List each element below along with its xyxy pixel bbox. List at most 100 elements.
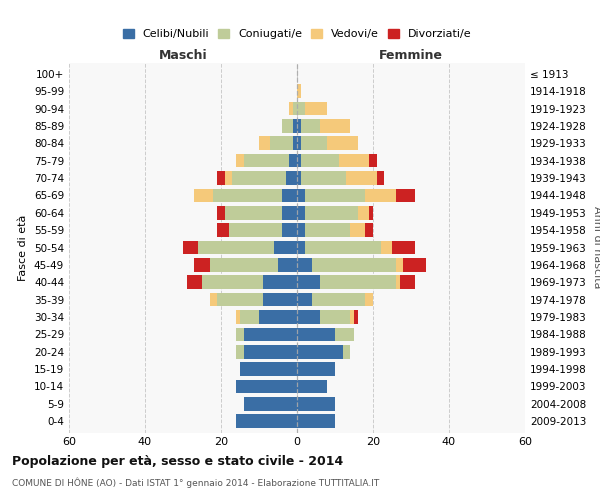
Bar bbox=[297, 362, 335, 376]
Bar bbox=[297, 397, 335, 410]
Bar bbox=[328, 136, 358, 150]
Bar bbox=[297, 240, 305, 254]
Bar bbox=[209, 258, 278, 272]
Bar bbox=[297, 102, 305, 116]
Legend: Celibi/Nubili, Coniugati/e, Vedovi/e, Divorziati/e: Celibi/Nubili, Coniugati/e, Vedovi/e, Di… bbox=[119, 26, 475, 42]
Bar bbox=[236, 310, 240, 324]
Bar bbox=[183, 240, 198, 254]
Bar bbox=[282, 224, 297, 237]
Bar bbox=[297, 328, 335, 341]
Text: Popolazione per età, sesso e stato civile - 2014: Popolazione per età, sesso e stato civil… bbox=[12, 455, 343, 468]
Bar bbox=[301, 154, 339, 168]
Bar bbox=[187, 276, 202, 289]
Bar bbox=[297, 84, 301, 98]
Bar bbox=[271, 136, 293, 150]
Text: Maschi: Maschi bbox=[158, 48, 208, 62]
Bar bbox=[214, 188, 282, 202]
Bar bbox=[377, 171, 385, 185]
Bar bbox=[293, 136, 297, 150]
Bar bbox=[217, 293, 263, 306]
Bar bbox=[350, 310, 354, 324]
Bar bbox=[335, 328, 354, 341]
Bar bbox=[301, 119, 320, 132]
Bar bbox=[343, 345, 350, 358]
Bar bbox=[297, 310, 320, 324]
Bar bbox=[305, 224, 350, 237]
Bar bbox=[297, 206, 305, 220]
Bar bbox=[244, 154, 289, 168]
Bar bbox=[229, 224, 282, 237]
Bar bbox=[282, 119, 293, 132]
Y-axis label: Anni di nascita: Anni di nascita bbox=[592, 206, 600, 289]
Bar bbox=[305, 188, 365, 202]
Bar bbox=[301, 136, 328, 150]
Bar bbox=[380, 240, 392, 254]
Bar bbox=[225, 171, 232, 185]
Bar bbox=[305, 102, 328, 116]
Bar bbox=[217, 206, 225, 220]
Bar bbox=[293, 119, 297, 132]
Bar bbox=[236, 328, 244, 341]
Bar bbox=[194, 188, 214, 202]
Bar bbox=[392, 240, 415, 254]
Bar bbox=[244, 345, 297, 358]
Bar bbox=[274, 240, 297, 254]
Bar bbox=[282, 188, 297, 202]
Bar bbox=[297, 136, 301, 150]
Bar bbox=[358, 206, 369, 220]
Bar bbox=[232, 171, 286, 185]
Bar bbox=[282, 206, 297, 220]
Bar bbox=[297, 154, 301, 168]
Bar bbox=[278, 258, 297, 272]
Bar bbox=[259, 310, 297, 324]
Bar bbox=[305, 240, 380, 254]
Bar bbox=[297, 171, 301, 185]
Bar bbox=[312, 258, 396, 272]
Bar bbox=[194, 258, 209, 272]
Bar bbox=[297, 380, 328, 393]
Bar bbox=[301, 171, 346, 185]
Bar bbox=[365, 224, 373, 237]
Bar bbox=[320, 310, 350, 324]
Bar bbox=[339, 154, 369, 168]
Bar bbox=[369, 154, 377, 168]
Bar bbox=[289, 154, 297, 168]
Bar bbox=[236, 414, 297, 428]
Bar bbox=[354, 310, 358, 324]
Bar bbox=[403, 258, 426, 272]
Bar bbox=[297, 119, 301, 132]
Bar bbox=[320, 276, 396, 289]
Bar bbox=[297, 293, 312, 306]
Bar bbox=[297, 345, 343, 358]
Bar bbox=[289, 102, 293, 116]
Bar bbox=[297, 258, 312, 272]
Bar bbox=[236, 380, 297, 393]
Bar bbox=[217, 224, 229, 237]
Bar bbox=[236, 154, 244, 168]
Bar bbox=[244, 328, 297, 341]
Bar bbox=[297, 224, 305, 237]
Bar bbox=[263, 293, 297, 306]
Bar bbox=[297, 188, 305, 202]
Bar bbox=[365, 188, 396, 202]
Bar bbox=[350, 224, 365, 237]
Bar bbox=[365, 293, 373, 306]
Bar bbox=[286, 171, 297, 185]
Text: COMUNE DI HÔNE (AO) - Dati ISTAT 1° gennaio 2014 - Elaborazione TUTTITALIA.IT: COMUNE DI HÔNE (AO) - Dati ISTAT 1° genn… bbox=[12, 478, 379, 488]
Bar bbox=[312, 293, 365, 306]
Y-axis label: Fasce di età: Fasce di età bbox=[19, 214, 28, 280]
Bar bbox=[297, 276, 320, 289]
Bar bbox=[396, 188, 415, 202]
Bar bbox=[225, 206, 282, 220]
Bar bbox=[320, 119, 350, 132]
Bar bbox=[240, 362, 297, 376]
Bar bbox=[293, 102, 297, 116]
Bar bbox=[209, 293, 217, 306]
Bar bbox=[369, 206, 373, 220]
Bar bbox=[240, 310, 259, 324]
Bar bbox=[217, 171, 225, 185]
Bar bbox=[198, 240, 274, 254]
Bar bbox=[305, 206, 358, 220]
Bar bbox=[263, 276, 297, 289]
Text: Femmine: Femmine bbox=[379, 48, 443, 62]
